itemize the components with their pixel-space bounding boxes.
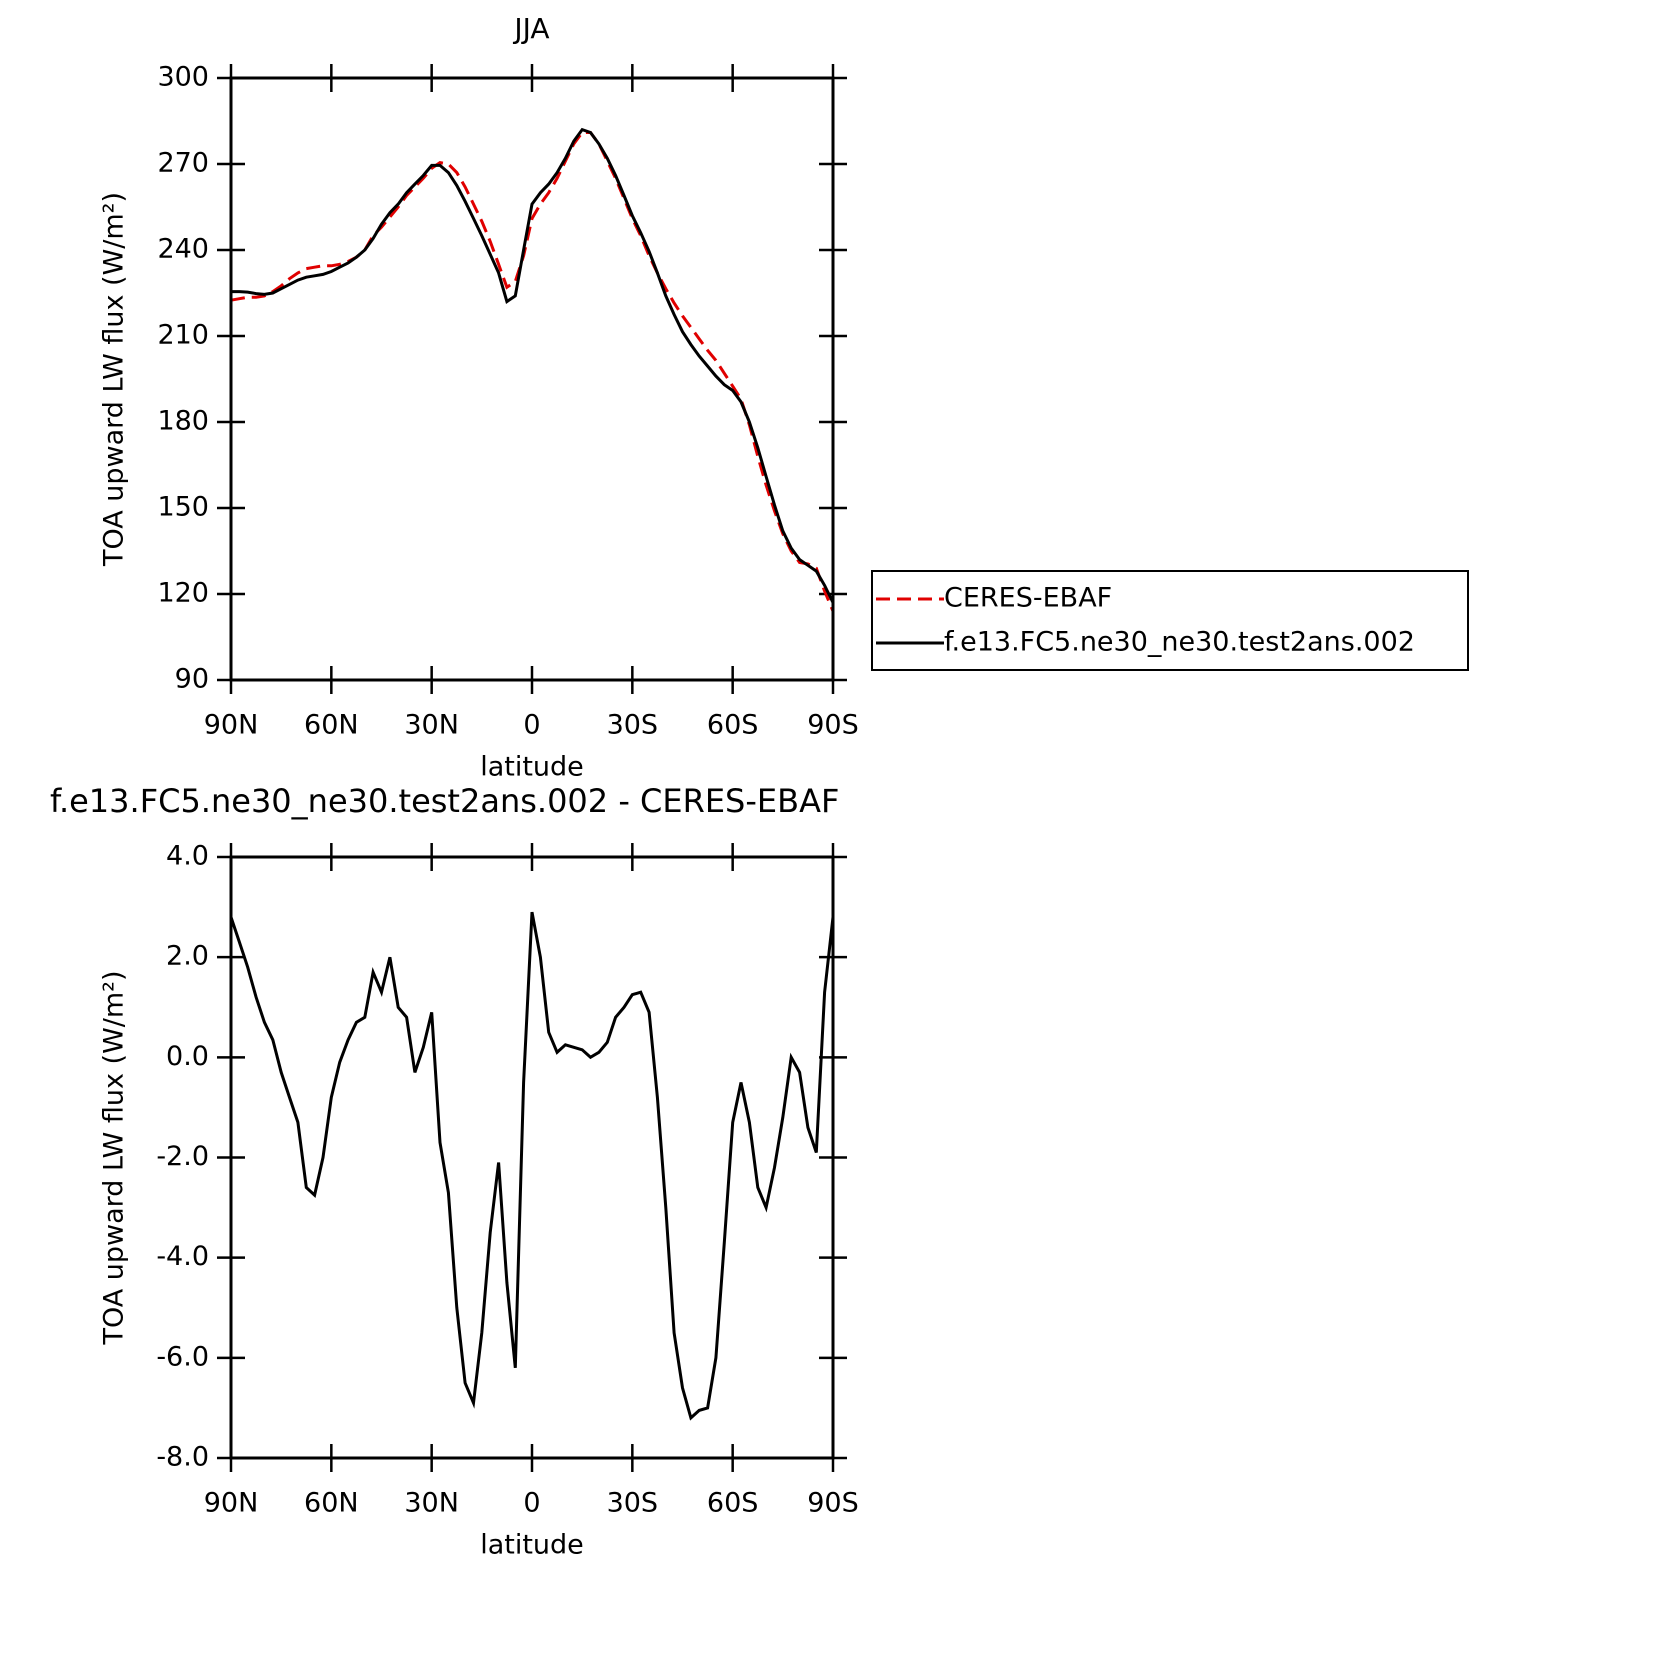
legend-label: f.e13.FC5.ne30_ne30.test2ans.002	[944, 627, 1415, 658]
plot-frame	[229, 855, 835, 1460]
y-tick-label: 4.0	[166, 841, 209, 872]
x-tick-label: 90N	[204, 710, 259, 741]
y-tick-label: -6.0	[156, 1341, 209, 1372]
x-tick-label: 60S	[707, 710, 759, 741]
y-tick-label: 180	[157, 406, 209, 437]
data-line	[230, 131, 835, 612]
y-tick-label: -8.0	[156, 1442, 209, 1473]
x-tick-label: 60N	[304, 710, 359, 741]
chart-title: f.e13.FC5.ne30_ne30.test2ans.002 - CERES…	[50, 782, 839, 820]
x-tick-label: 30S	[607, 710, 659, 741]
y-tick-label: 210	[157, 320, 209, 351]
data-line	[231, 127, 835, 604]
y-tick-label: 0.0	[166, 1041, 209, 1072]
x-tick-label: 60N	[304, 1488, 359, 1519]
y-tick-label: 240	[157, 234, 209, 265]
plot-frame	[229, 76, 835, 682]
x-axis-label: latitude	[480, 1530, 584, 1561]
y-tick-label: 90	[175, 664, 209, 695]
y-tick-label: 2.0	[166, 941, 209, 972]
x-tick-label: 90S	[807, 710, 859, 741]
x-tick-label: 60S	[707, 1488, 759, 1519]
legend-label: CERES-EBAF	[944, 583, 1112, 614]
x-tick-label: 90N	[204, 1488, 259, 1519]
legend-box	[871, 570, 1469, 671]
x-tick-label: 0	[523, 1488, 540, 1519]
y-tick-label: 270	[157, 148, 209, 179]
y-tick-label: -2.0	[156, 1141, 209, 1172]
y-axis-label: TOA upward LW flux (W/m²)	[99, 192, 130, 567]
x-axis-label: latitude	[480, 752, 584, 783]
y-tick-label: -4.0	[156, 1241, 209, 1272]
x-tick-label: 30N	[404, 1488, 459, 1519]
x-tick-label: 30N	[404, 710, 459, 741]
y-tick-label: 150	[157, 492, 209, 523]
data-line	[229, 911, 835, 1421]
x-tick-label: 90S	[807, 1488, 859, 1519]
x-tick-label: 0	[523, 710, 540, 741]
y-tick-label: 120	[157, 578, 209, 609]
chart-title: JJA	[512, 12, 549, 45]
y-axis-label: TOA upward LW flux (W/m²)	[99, 970, 130, 1345]
x-tick-label: 30S	[607, 1488, 659, 1519]
y-tick-label: 300	[157, 62, 209, 93]
